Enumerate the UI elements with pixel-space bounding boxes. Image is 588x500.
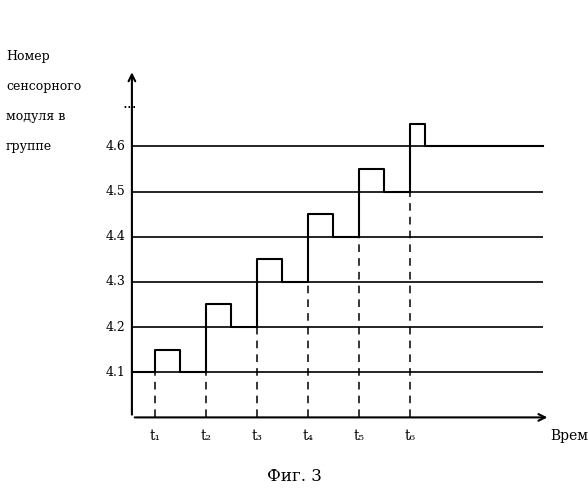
Text: 4.6: 4.6 [106, 140, 126, 153]
Text: t₄: t₄ [302, 428, 313, 442]
Text: t₃: t₃ [252, 428, 262, 442]
Text: t₂: t₂ [201, 428, 212, 442]
Text: Время: Время [550, 428, 588, 442]
Text: t₆: t₆ [405, 428, 415, 442]
Text: группе: группе [6, 140, 52, 153]
Text: сенсорного: сенсорного [6, 80, 81, 93]
Text: 4.2: 4.2 [106, 320, 126, 334]
Text: Номер: Номер [6, 50, 49, 63]
Text: 4.5: 4.5 [106, 185, 126, 198]
Text: t₁: t₁ [149, 428, 161, 442]
Text: ...: ... [122, 96, 136, 111]
Text: t₅: t₅ [353, 428, 365, 442]
Text: модуля в: модуля в [6, 110, 65, 123]
Text: 4.1: 4.1 [106, 366, 126, 378]
Text: Фиг. 3: Фиг. 3 [266, 468, 322, 485]
Text: 4.4: 4.4 [106, 230, 126, 243]
Text: 4.3: 4.3 [106, 276, 126, 288]
